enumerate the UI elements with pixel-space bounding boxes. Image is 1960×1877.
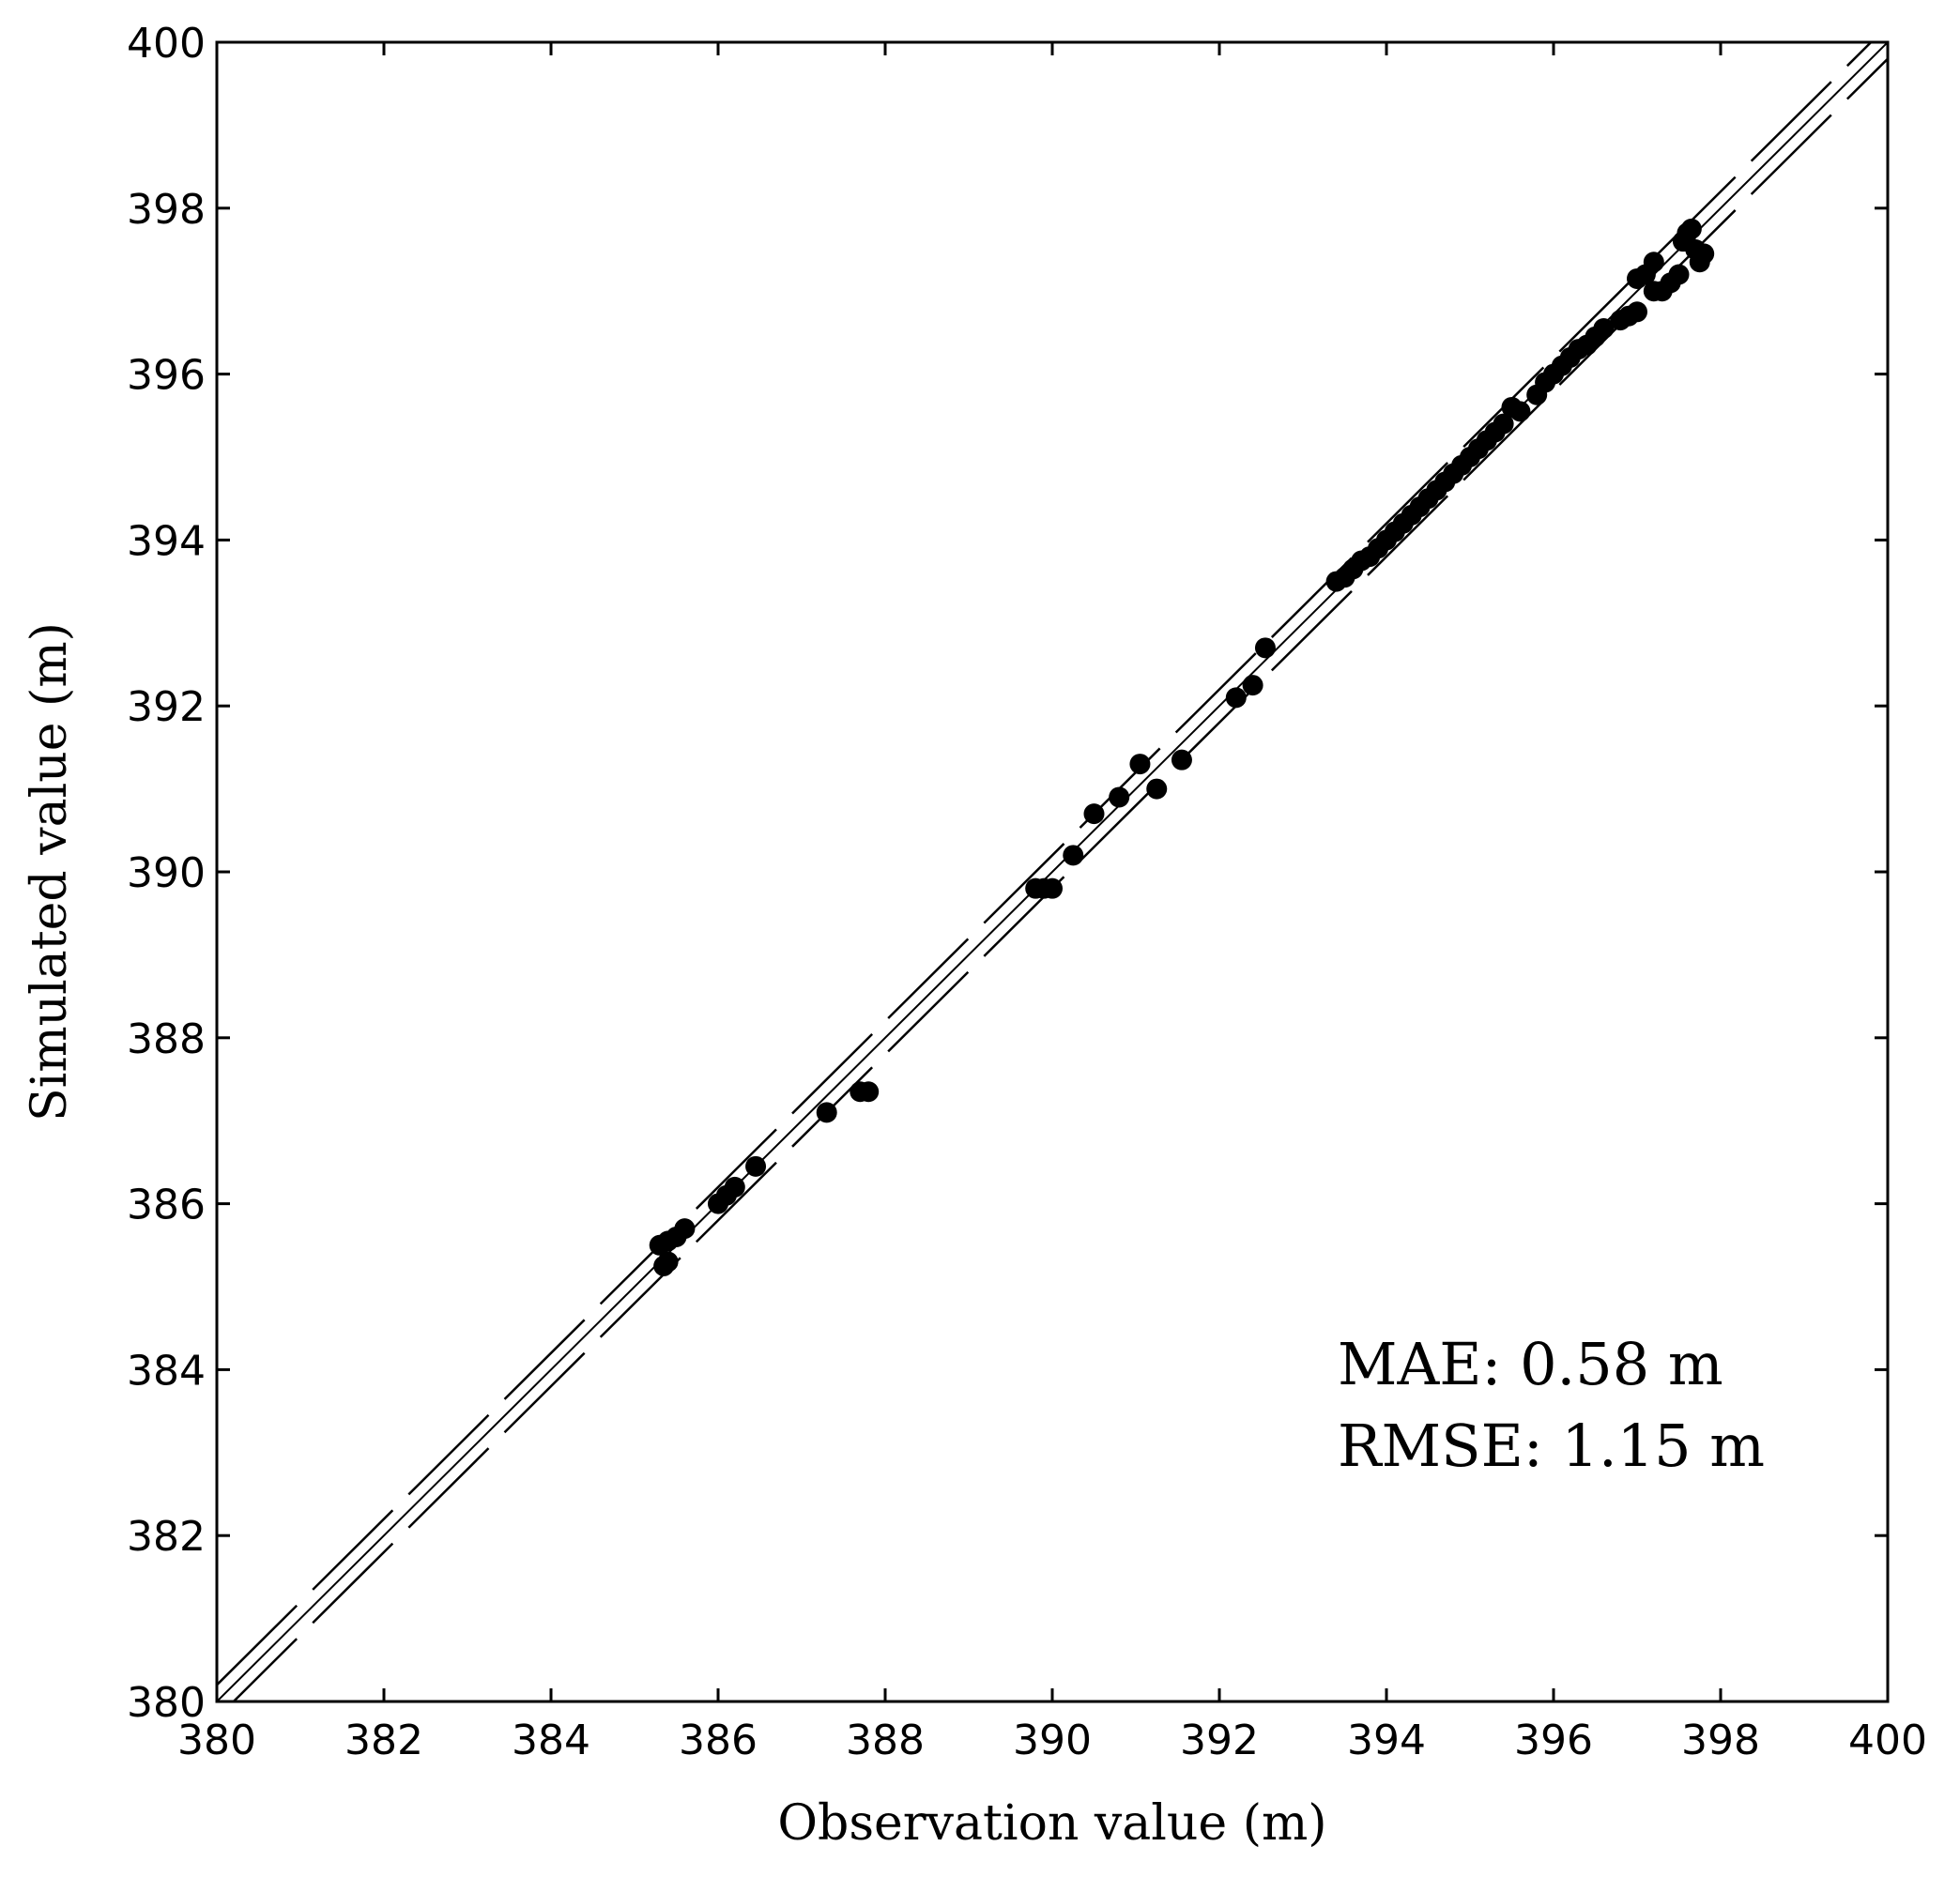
y-tick-label: 386 bbox=[127, 1182, 206, 1229]
x-tick-label: 396 bbox=[1514, 1717, 1593, 1764]
x-tick-label: 384 bbox=[512, 1717, 590, 1764]
data-point bbox=[1643, 252, 1664, 273]
data-point bbox=[1693, 243, 1715, 265]
data-point bbox=[1109, 786, 1130, 808]
y-tick-label: 382 bbox=[127, 1513, 206, 1561]
x-axis-title: Observation value (m) bbox=[777, 1795, 1326, 1852]
mae-annotation: MAE: 0.58 m bbox=[1338, 1330, 1723, 1398]
data-point bbox=[1509, 401, 1531, 422]
x-tick-label: 392 bbox=[1180, 1717, 1259, 1764]
y-tick-label: 380 bbox=[127, 1679, 206, 1727]
x-axis: 380 382 384 386 388 390 392 394 396 398 400 bbox=[177, 42, 1927, 1764]
x-tick-label: 380 bbox=[177, 1717, 256, 1764]
x-tick-label: 390 bbox=[1013, 1717, 1092, 1764]
data-point bbox=[1680, 218, 1702, 239]
y-tick-label: 392 bbox=[127, 683, 206, 731]
one-to-one-line bbox=[217, 42, 1888, 1702]
data-point bbox=[674, 1218, 696, 1240]
y-tick-label: 400 bbox=[127, 20, 206, 68]
data-point bbox=[1254, 637, 1276, 659]
y-axis-title: Simulated value (m) bbox=[22, 622, 78, 1122]
data-point bbox=[745, 1155, 767, 1177]
data-point bbox=[1225, 687, 1247, 709]
data-point bbox=[1042, 877, 1063, 899]
y-tick-label: 388 bbox=[127, 1015, 206, 1063]
data-point bbox=[858, 1081, 880, 1103]
x-tick-label: 382 bbox=[345, 1717, 423, 1764]
data-point bbox=[1063, 845, 1084, 866]
data-point bbox=[1171, 749, 1192, 771]
data-point bbox=[1083, 803, 1105, 825]
data-point bbox=[1493, 413, 1514, 435]
data-point bbox=[1593, 317, 1615, 339]
data-point bbox=[1146, 778, 1168, 800]
y-tick-label: 396 bbox=[127, 352, 206, 400]
y-tick-label: 398 bbox=[127, 186, 206, 234]
y-tick-label: 394 bbox=[127, 517, 206, 565]
data-point bbox=[657, 1251, 679, 1273]
rmse-annotation: RMSE: 1.15 m bbox=[1338, 1412, 1765, 1480]
data-point bbox=[724, 1176, 745, 1198]
data-point bbox=[816, 1102, 837, 1123]
data-point bbox=[1668, 264, 1690, 285]
x-tick-label: 386 bbox=[679, 1717, 758, 1764]
x-tick-label: 398 bbox=[1681, 1717, 1760, 1764]
y-tick-label: 384 bbox=[127, 1347, 206, 1395]
data-point bbox=[1242, 675, 1263, 696]
data-point bbox=[1129, 754, 1151, 775]
dashed-band-line-1 bbox=[217, 42, 1873, 1686]
x-tick-label: 388 bbox=[846, 1717, 925, 1764]
data-point bbox=[1627, 301, 1647, 323]
x-tick-label: 394 bbox=[1347, 1717, 1426, 1764]
data-points bbox=[649, 218, 1715, 1276]
x-tick-label: 400 bbox=[1848, 1717, 1927, 1764]
y-axis: 380 382 384 386 388 390 392 394 396 398 400 bbox=[127, 20, 1888, 1727]
y-tick-label: 390 bbox=[127, 849, 206, 897]
